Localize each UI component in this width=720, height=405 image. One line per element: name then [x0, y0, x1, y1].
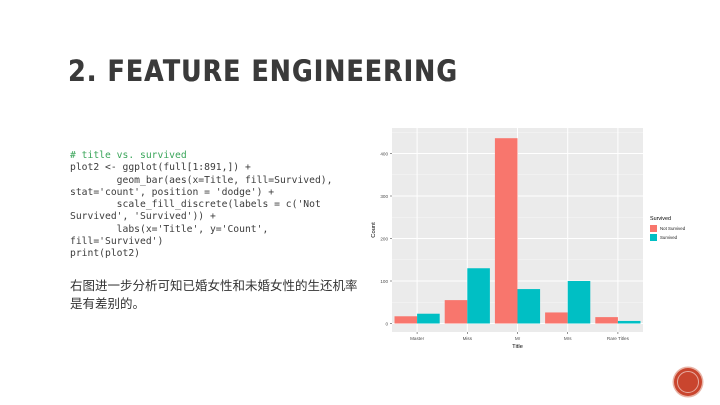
- x-tick-label: Miss: [463, 336, 473, 341]
- code-line: labs(x='Title', y='Count',: [70, 223, 269, 235]
- code-line: scale_fill_discrete(labels = c('Not: [70, 199, 321, 211]
- bar-mrs-not-survived: [545, 312, 568, 324]
- description-text: 右图进一步分析可知已婚女性和未婚女性的生还机率是有差别的。: [70, 278, 358, 311]
- bar-master-survived: [417, 313, 440, 324]
- legend-swatch: [650, 225, 657, 232]
- x-axis-title: Title: [512, 344, 523, 350]
- bar-miss-survived: [467, 268, 490, 324]
- bar-mrs-survived: [567, 281, 591, 324]
- bar-rare-titles-survived: [617, 320, 641, 324]
- y-tick-label: 200: [380, 236, 388, 241]
- logo-badge: [674, 368, 702, 396]
- x-tick-label: Mr: [515, 336, 521, 341]
- bar-miss-not-survived: [444, 300, 468, 324]
- code-comment: # title vs. survived: [70, 150, 187, 161]
- code-line: fill='Survived'): [70, 236, 164, 248]
- legend-swatch: [650, 234, 657, 241]
- y-tick-label: 400: [380, 151, 388, 156]
- bar-master-not-survived: [394, 316, 418, 324]
- x-tick-label: Rare Titles: [607, 336, 630, 341]
- bar-mr-not-survived: [494, 138, 518, 324]
- code-line: stat='count', position = 'dodge') +: [70, 186, 275, 198]
- bar-rare-titles-not-survived: [595, 317, 618, 324]
- y-axis-title: Count: [371, 222, 377, 238]
- code-line: print(plot2): [70, 248, 140, 260]
- legend-title: Survived: [650, 216, 671, 222]
- y-tick-label: 0: [385, 321, 388, 326]
- legend-label: Survived: [660, 235, 678, 240]
- code-block: # title vs. survived plot2 <- ggplot(full…: [70, 150, 370, 261]
- bar-mr-survived: [517, 289, 541, 324]
- y-tick-label: 300: [380, 194, 388, 199]
- code-line: Survived', 'Survived')) +: [70, 211, 216, 223]
- x-tick-label: Mrs: [564, 336, 572, 341]
- bar-chart: 0 100 200 300 400 Master Miss Mr Mrs Rare Titles T…: [371, 128, 686, 350]
- slide-title: 2. FEATURE ENGINEERING: [68, 54, 458, 88]
- x-tick-label: Master: [410, 336, 425, 341]
- code-line: geom_bar(aes(x=Title, fill=Survived),: [70, 174, 333, 186]
- legend-label: Not Survived: [660, 226, 686, 231]
- code-line: plot2 <- ggplot(full[1:891,]) +: [70, 162, 251, 174]
- y-tick-label: 100: [380, 279, 388, 284]
